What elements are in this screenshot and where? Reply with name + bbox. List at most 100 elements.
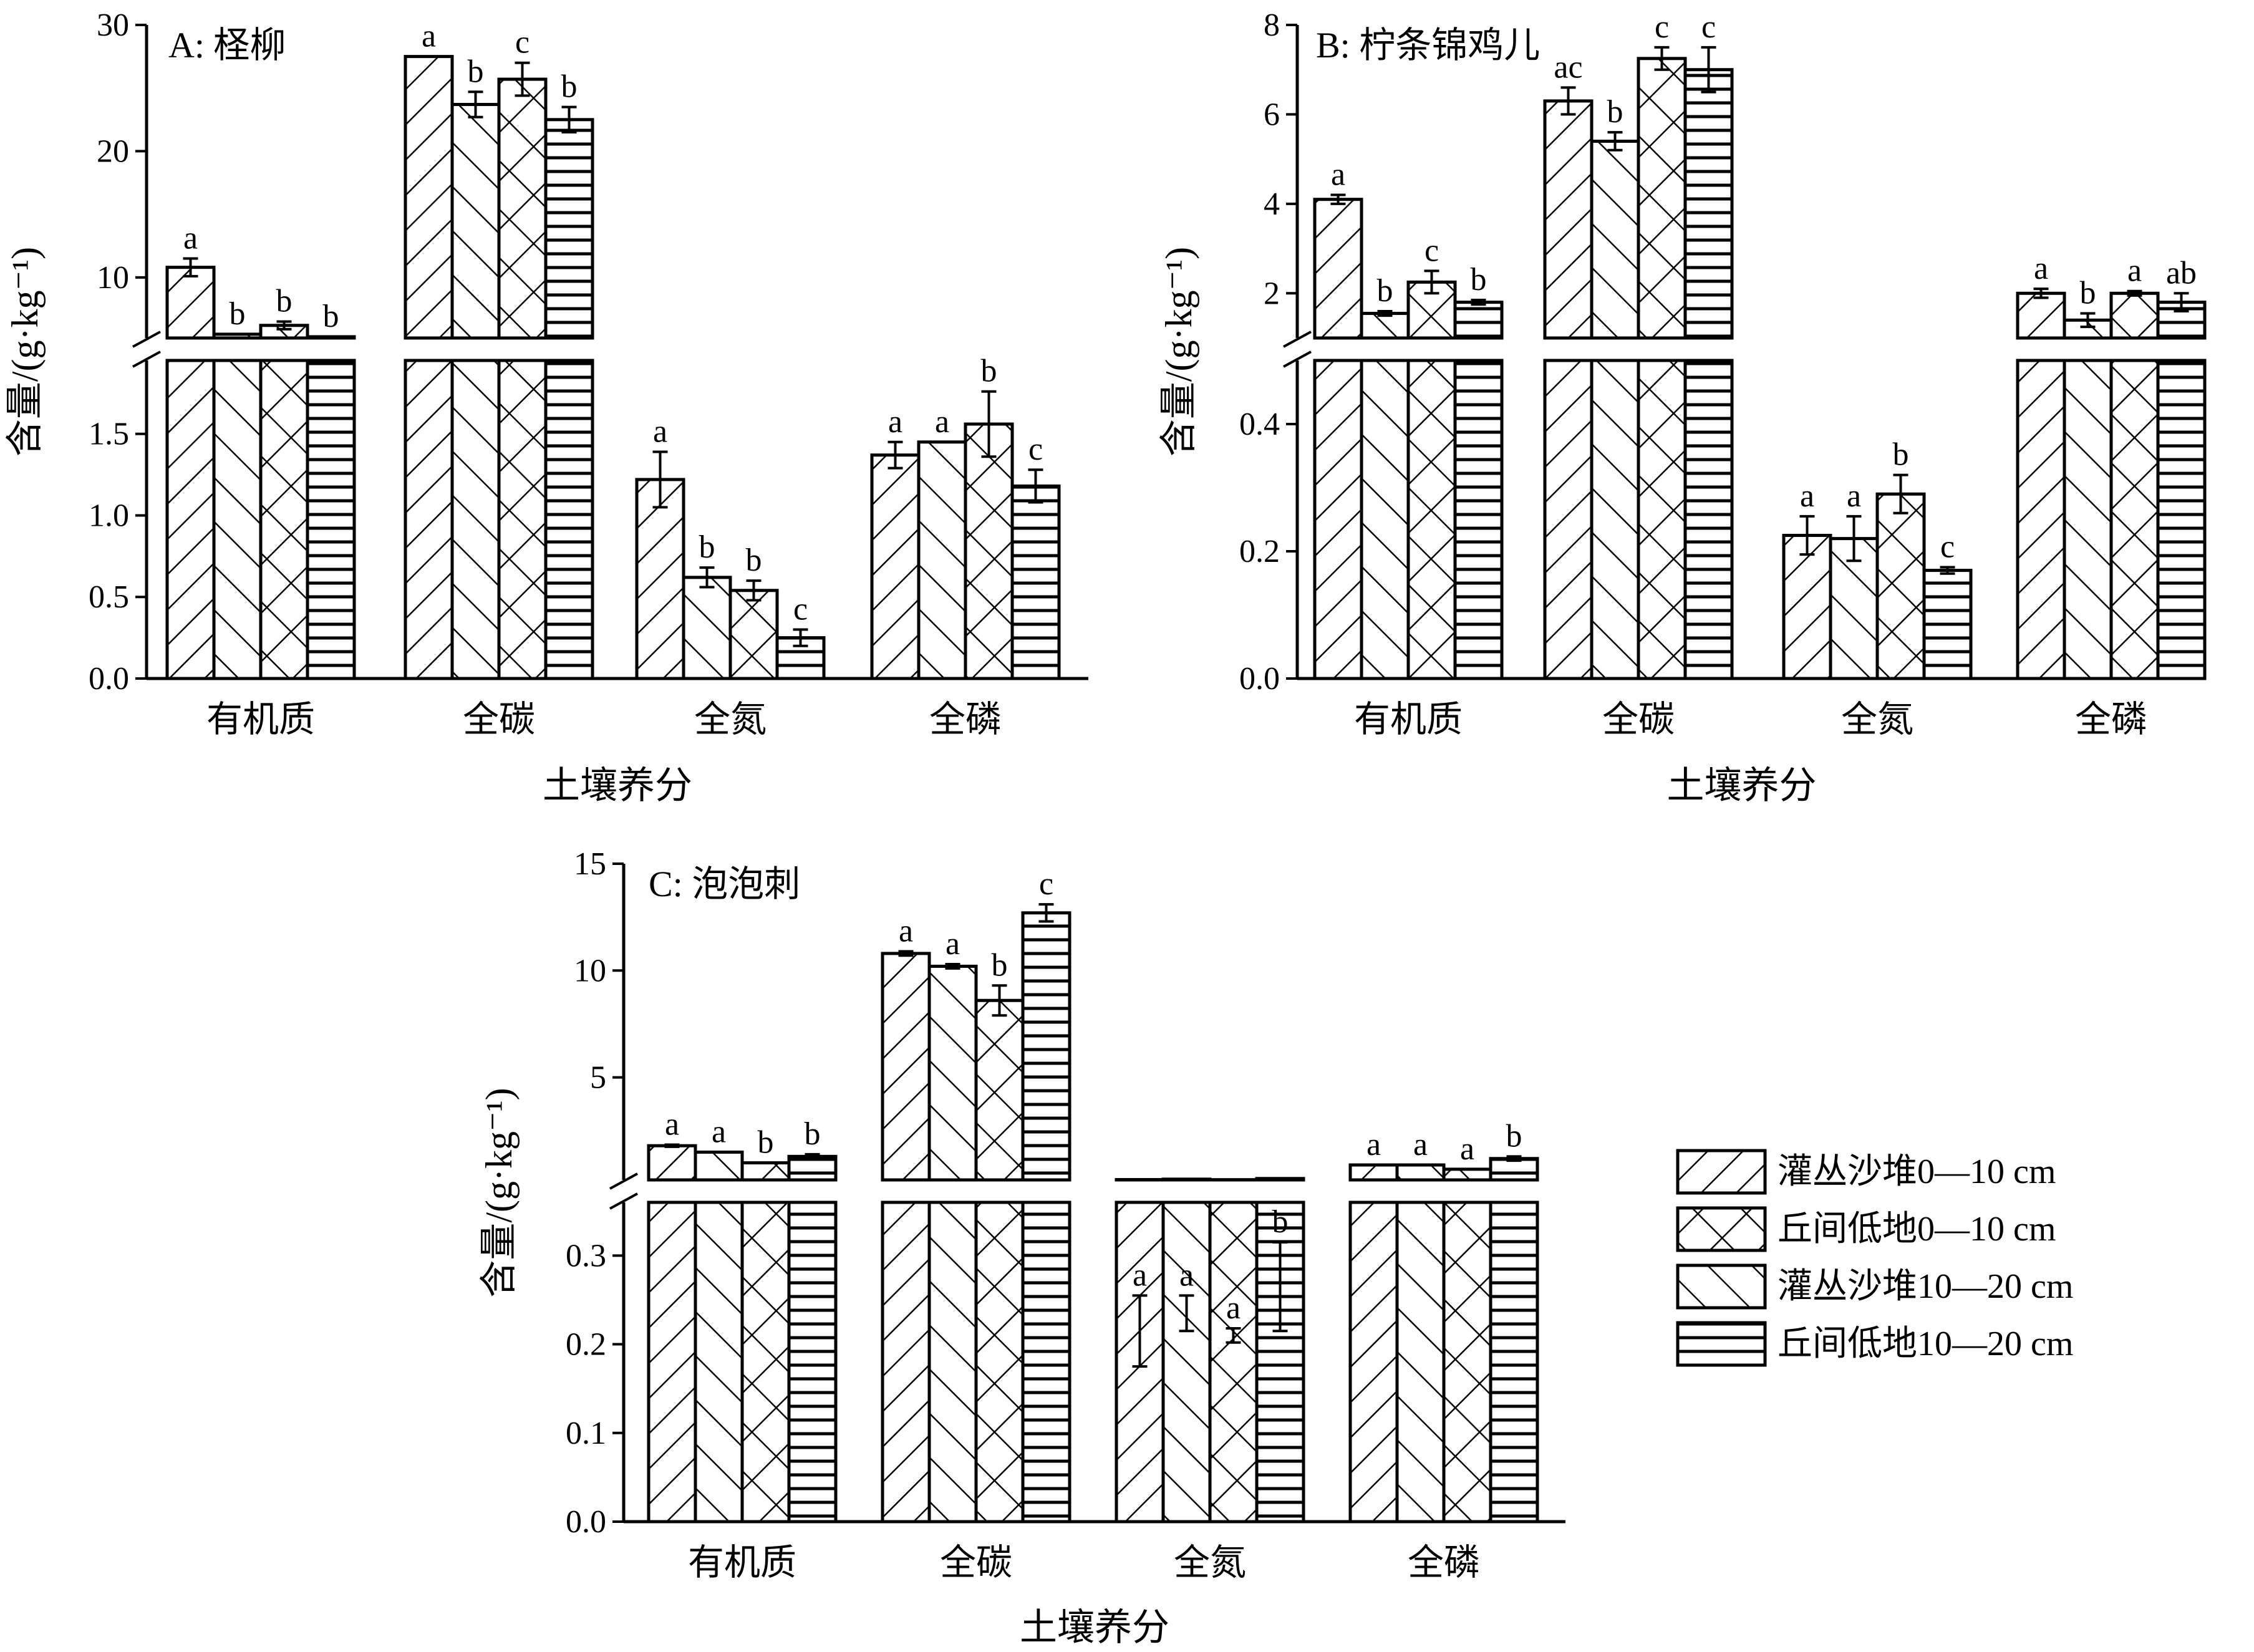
legend: 灌丛沙堆0—10 cm 丘间低地0—10 cm 灌丛沙堆10—20 cm 丘间低地10…: [1676, 1149, 2073, 1367]
bar-1-1: b: [1590, 94, 1640, 680]
bar: [1875, 492, 1926, 680]
legend-label: 灌丛沙堆10—20 cm: [1778, 1267, 2073, 1306]
bar: [1543, 99, 1594, 340]
bar: [1395, 1200, 1446, 1524]
bar: [787, 1200, 838, 1524]
bar: [1590, 139, 1640, 340]
significance-label: b: [468, 54, 484, 89]
x-tick-label: 有机质: [1354, 699, 1463, 740]
bar: [647, 1144, 697, 1182]
bar-1-0: a: [404, 19, 454, 680]
significance-label: b: [1272, 1204, 1289, 1240]
significance-label: a: [183, 220, 198, 256]
legend-item: 丘间低地10—20 cm: [1676, 1321, 2073, 1367]
legend-swatch: [1676, 1263, 1767, 1310]
bar: [647, 1200, 697, 1524]
significance-label: b: [699, 529, 715, 565]
x-tick-label: 全碳: [1602, 699, 1675, 740]
bar-0-3: b: [1453, 262, 1504, 680]
legend-label: 丘间低地0—10 cm: [1778, 1210, 2056, 1249]
significance-label: a: [946, 926, 960, 962]
bar: [1313, 198, 1363, 340]
axis-break-mark: [1283, 331, 1312, 348]
y-tick-label: 0.2: [1239, 534, 1280, 569]
bar: [497, 359, 548, 680]
bar-0-1: a: [694, 1114, 744, 1524]
panel-title: B: 柠条锦鸡儿: [1316, 25, 1540, 65]
bar-0-0: a: [165, 220, 216, 680]
x-tick-label: 全碳: [463, 699, 535, 740]
bar: [212, 332, 263, 340]
bar: [1360, 312, 1410, 340]
bar-2-2: b: [1875, 437, 1926, 680]
y-tick-label: 0.0: [566, 1504, 606, 1540]
y-tick-label: 8: [1264, 7, 1280, 43]
significance-label: a: [2127, 253, 2142, 289]
axis-break-mark: [609, 1192, 638, 1210]
bar: [1489, 1157, 1539, 1182]
significance-label: ab: [2166, 255, 2197, 291]
bar-1-3: c: [1683, 9, 1734, 680]
significance-label: a: [1460, 1131, 1474, 1167]
significance-label: a: [1413, 1127, 1428, 1162]
bar: [306, 359, 356, 680]
significance-label: a: [653, 413, 667, 449]
bar-2-1: b: [682, 529, 732, 680]
significance-label: a: [888, 404, 902, 440]
bar-2-0: a: [1115, 1177, 1165, 1524]
bar: [1683, 68, 1734, 340]
significance-label: a: [899, 913, 913, 949]
significance-label: b: [276, 284, 293, 319]
significance-label: a: [422, 19, 436, 54]
bar-2-1: a: [1829, 478, 1879, 680]
bar: [2063, 359, 2113, 680]
bar: [1313, 359, 1363, 680]
bar-1-2: b: [974, 947, 1025, 1524]
significance-label: b: [561, 69, 578, 105]
bar-1-0: ac: [1543, 49, 1594, 680]
bar: [1782, 534, 1832, 680]
bar: [2156, 359, 2207, 680]
bar-2-0: a: [1782, 478, 1832, 680]
bar: [728, 589, 779, 680]
significance-label: b: [1893, 437, 1909, 473]
bar: [1922, 569, 1973, 680]
x-tick-label: 有机质: [206, 699, 315, 740]
bar: [964, 422, 1014, 680]
y-tick-label: 2: [1264, 276, 1280, 311]
bar: [165, 359, 216, 680]
axis-break-mark: [1283, 350, 1312, 368]
bar-2-2: b: [728, 543, 779, 680]
bar-1-2: c: [497, 25, 548, 680]
significance-label: c: [1424, 233, 1439, 268]
bar: [1348, 1200, 1399, 1524]
significance-label: a: [712, 1114, 726, 1149]
x-tick-label: 有机质: [688, 1542, 796, 1583]
legend-label: 丘间低地10—20 cm: [1778, 1325, 2073, 1363]
bar: [1406, 359, 1457, 680]
bar: [1543, 359, 1594, 680]
bar: [1348, 1163, 1399, 1182]
bar: [1637, 359, 1687, 680]
bar: [1360, 359, 1410, 680]
significance-label: a: [1133, 1257, 1147, 1293]
significance-label: b: [805, 1116, 821, 1152]
bar-2-3: b: [1255, 1177, 1305, 1524]
bar-0-1: b: [212, 296, 263, 680]
significance-label: b: [981, 354, 997, 389]
bar: [740, 1200, 791, 1524]
significance-label: b: [1377, 273, 1393, 309]
bar: [694, 1200, 744, 1524]
bar: [404, 359, 454, 680]
y-tick-label: 1.5: [89, 417, 129, 452]
significance-label: b: [230, 296, 246, 332]
bar: [1161, 1177, 1212, 1182]
significance-label: c: [515, 25, 530, 60]
y-tick-label: 10: [97, 260, 129, 296]
bar: [1683, 359, 1734, 680]
bar: [1255, 1177, 1305, 1182]
axis-break-mark: [132, 331, 161, 348]
y-tick-label: 0.0: [1239, 661, 1280, 697]
